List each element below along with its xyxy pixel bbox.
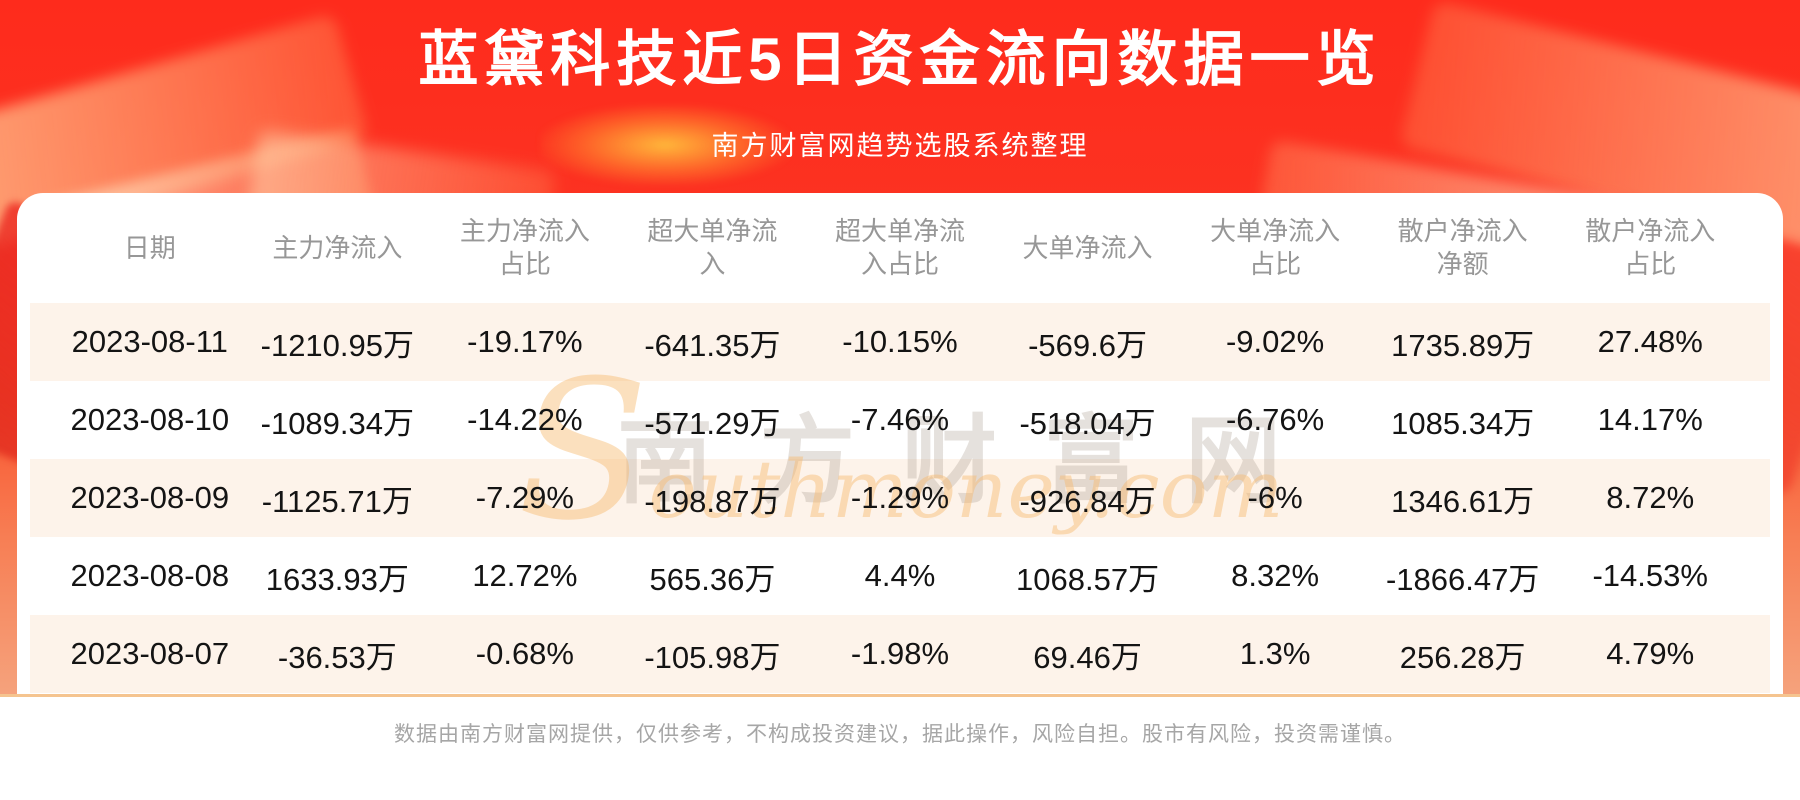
table-cell: -1210.95万 bbox=[260, 327, 415, 363]
table-row: 2023-08-07 -36.53万 -0.68% -105.98万 -1.98% 69.… bbox=[56, 615, 1744, 693]
table-cell: 8.72% bbox=[1606, 480, 1695, 515]
header-cell-label: 日期 bbox=[123, 232, 176, 263]
page-subtitle: 南方财富网趋势选股系统整理 bbox=[711, 131, 1089, 161]
header-cell-label: 大单净流入占比 bbox=[1210, 216, 1341, 279]
header-cell: 超大单净流入占比 bbox=[806, 193, 994, 303]
table-cell: -569.6万 bbox=[1028, 327, 1147, 363]
header-cell: 散户净流入净额 bbox=[1369, 193, 1557, 303]
table-cell: -6.76% bbox=[1225, 402, 1325, 437]
table-cell: -7.29% bbox=[475, 480, 574, 515]
table-cell: -6% bbox=[1247, 480, 1303, 515]
data-card: 南方财富网 Southmoney.com 日期 主力净流入 主力净流入占比 超大单净流… bbox=[17, 193, 1783, 694]
table-cell: -641.35万 bbox=[644, 327, 781, 363]
table-cell: 2023-08-11 bbox=[71, 324, 228, 359]
table-cell: 1085.34万 bbox=[1391, 405, 1535, 441]
header-cell-label: 主力净流入占比 bbox=[459, 216, 590, 279]
table-cell: -10.15% bbox=[842, 324, 958, 359]
header-cell-label: 超大单净流入占比 bbox=[834, 216, 965, 279]
table-cell: -0.68% bbox=[475, 636, 574, 671]
header-cell-label: 超大单净流入 bbox=[647, 216, 778, 279]
fund-flow-table: 日期 主力净流入 主力净流入占比 超大单净流入 超大单净流入占比 大单净流入 大单净流入占比… bbox=[56, 193, 1744, 693]
table-cell: 2023-08-08 bbox=[70, 558, 230, 593]
table-cell: 1735.89万 bbox=[1391, 327, 1535, 363]
table-cell: 1633.93万 bbox=[265, 561, 409, 597]
header-cell: 超大单净流入 bbox=[619, 193, 807, 303]
header-cell: 散户净流入占比 bbox=[1556, 193, 1744, 303]
table-cell: 256.28万 bbox=[1399, 639, 1526, 675]
header-cell: 主力净流入占比 bbox=[431, 193, 619, 303]
table-cell: 27.48% bbox=[1597, 324, 1703, 359]
header-cell-label: 散户净流入占比 bbox=[1585, 216, 1716, 279]
table-cell: 1068.57万 bbox=[1016, 561, 1160, 597]
table-cell: 1.3% bbox=[1239, 636, 1311, 671]
table-cell: -19.17% bbox=[467, 324, 583, 359]
table-cell: -14.22% bbox=[467, 402, 583, 437]
row-stripe bbox=[30, 459, 1770, 537]
table-cell: 2023-08-07 bbox=[70, 636, 230, 671]
table-row: 2023-08-10 -1089.34万 -14.22% -571.29万 -7.46%… bbox=[56, 381, 1744, 459]
table-cell: -926.84万 bbox=[1019, 483, 1156, 519]
table-cell: -1.29% bbox=[850, 480, 950, 515]
divider-line bbox=[0, 694, 1800, 697]
header-cell: 大单净流入占比 bbox=[1181, 193, 1369, 303]
table-cell: 565.36万 bbox=[649, 561, 776, 597]
table-cell: 2023-08-10 bbox=[70, 402, 230, 437]
table-cell: -14.53% bbox=[1592, 558, 1708, 593]
table-row: 2023-08-11 -1210.95万 -19.17% -641.35万 -10.15… bbox=[56, 303, 1744, 381]
table-cell: -571.29万 bbox=[644, 405, 781, 441]
header-cell: 大单净流入 bbox=[994, 193, 1182, 303]
header-cell: 主力净流入 bbox=[244, 193, 432, 303]
table-cell: 2023-08-09 bbox=[70, 480, 230, 515]
header-cell-label: 大单净流入 bbox=[1022, 232, 1153, 263]
row-stripe bbox=[30, 615, 1770, 693]
table-cell: -198.87万 bbox=[644, 483, 781, 519]
table-cell: 4.4% bbox=[864, 558, 936, 593]
table-cell: 4.79% bbox=[1606, 636, 1695, 671]
table-cell: -1089.34万 bbox=[260, 405, 415, 441]
table-cell: 12.72% bbox=[472, 558, 578, 593]
table-body: 2023-08-11 -1210.95万 -19.17% -641.35万 -10.15… bbox=[56, 303, 1744, 693]
table-header-row: 日期 主力净流入 主力净流入占比 超大单净流入 超大单净流入占比 大单净流入 大单净流入占比… bbox=[56, 193, 1744, 303]
row-stripe bbox=[30, 303, 1770, 381]
table-cell: -7.46% bbox=[850, 402, 950, 437]
table-cell: -1866.47万 bbox=[1385, 561, 1540, 597]
table-cell: 14.17% bbox=[1597, 402, 1703, 437]
header-cell-label: 主力净流入 bbox=[272, 232, 403, 263]
table-cell: 8.32% bbox=[1231, 558, 1320, 593]
table-cell: -9.02% bbox=[1225, 324, 1325, 359]
table-cell: -1125.71万 bbox=[261, 483, 413, 519]
table-cell: 1346.61万 bbox=[1391, 483, 1535, 519]
table-row: 2023-08-08 1633.93万 12.72% 565.36万 4.4% 1068.… bbox=[56, 537, 1744, 615]
header-cell-label: 散户净流入净额 bbox=[1397, 216, 1528, 279]
table-cell: -1.98% bbox=[850, 636, 950, 671]
header-cell: 日期 bbox=[56, 193, 244, 303]
table-cell: 69.46万 bbox=[1033, 639, 1142, 675]
page-title: 蓝黛科技近5日资金流向数据一览 bbox=[418, 26, 1382, 93]
table-cell: -105.98万 bbox=[644, 639, 781, 675]
table-row: 2023-08-09 -1125.71万 -7.29% -198.87万 -1.29% -… bbox=[56, 459, 1744, 537]
table-cell: -36.53万 bbox=[277, 639, 397, 675]
footer-disclaimer: 数据由南方财富网提供，仅供参考，不构成投资建议，据此操作，风险自担。股市有风险，… bbox=[394, 723, 1406, 746]
table-cell: -518.04万 bbox=[1019, 405, 1156, 441]
